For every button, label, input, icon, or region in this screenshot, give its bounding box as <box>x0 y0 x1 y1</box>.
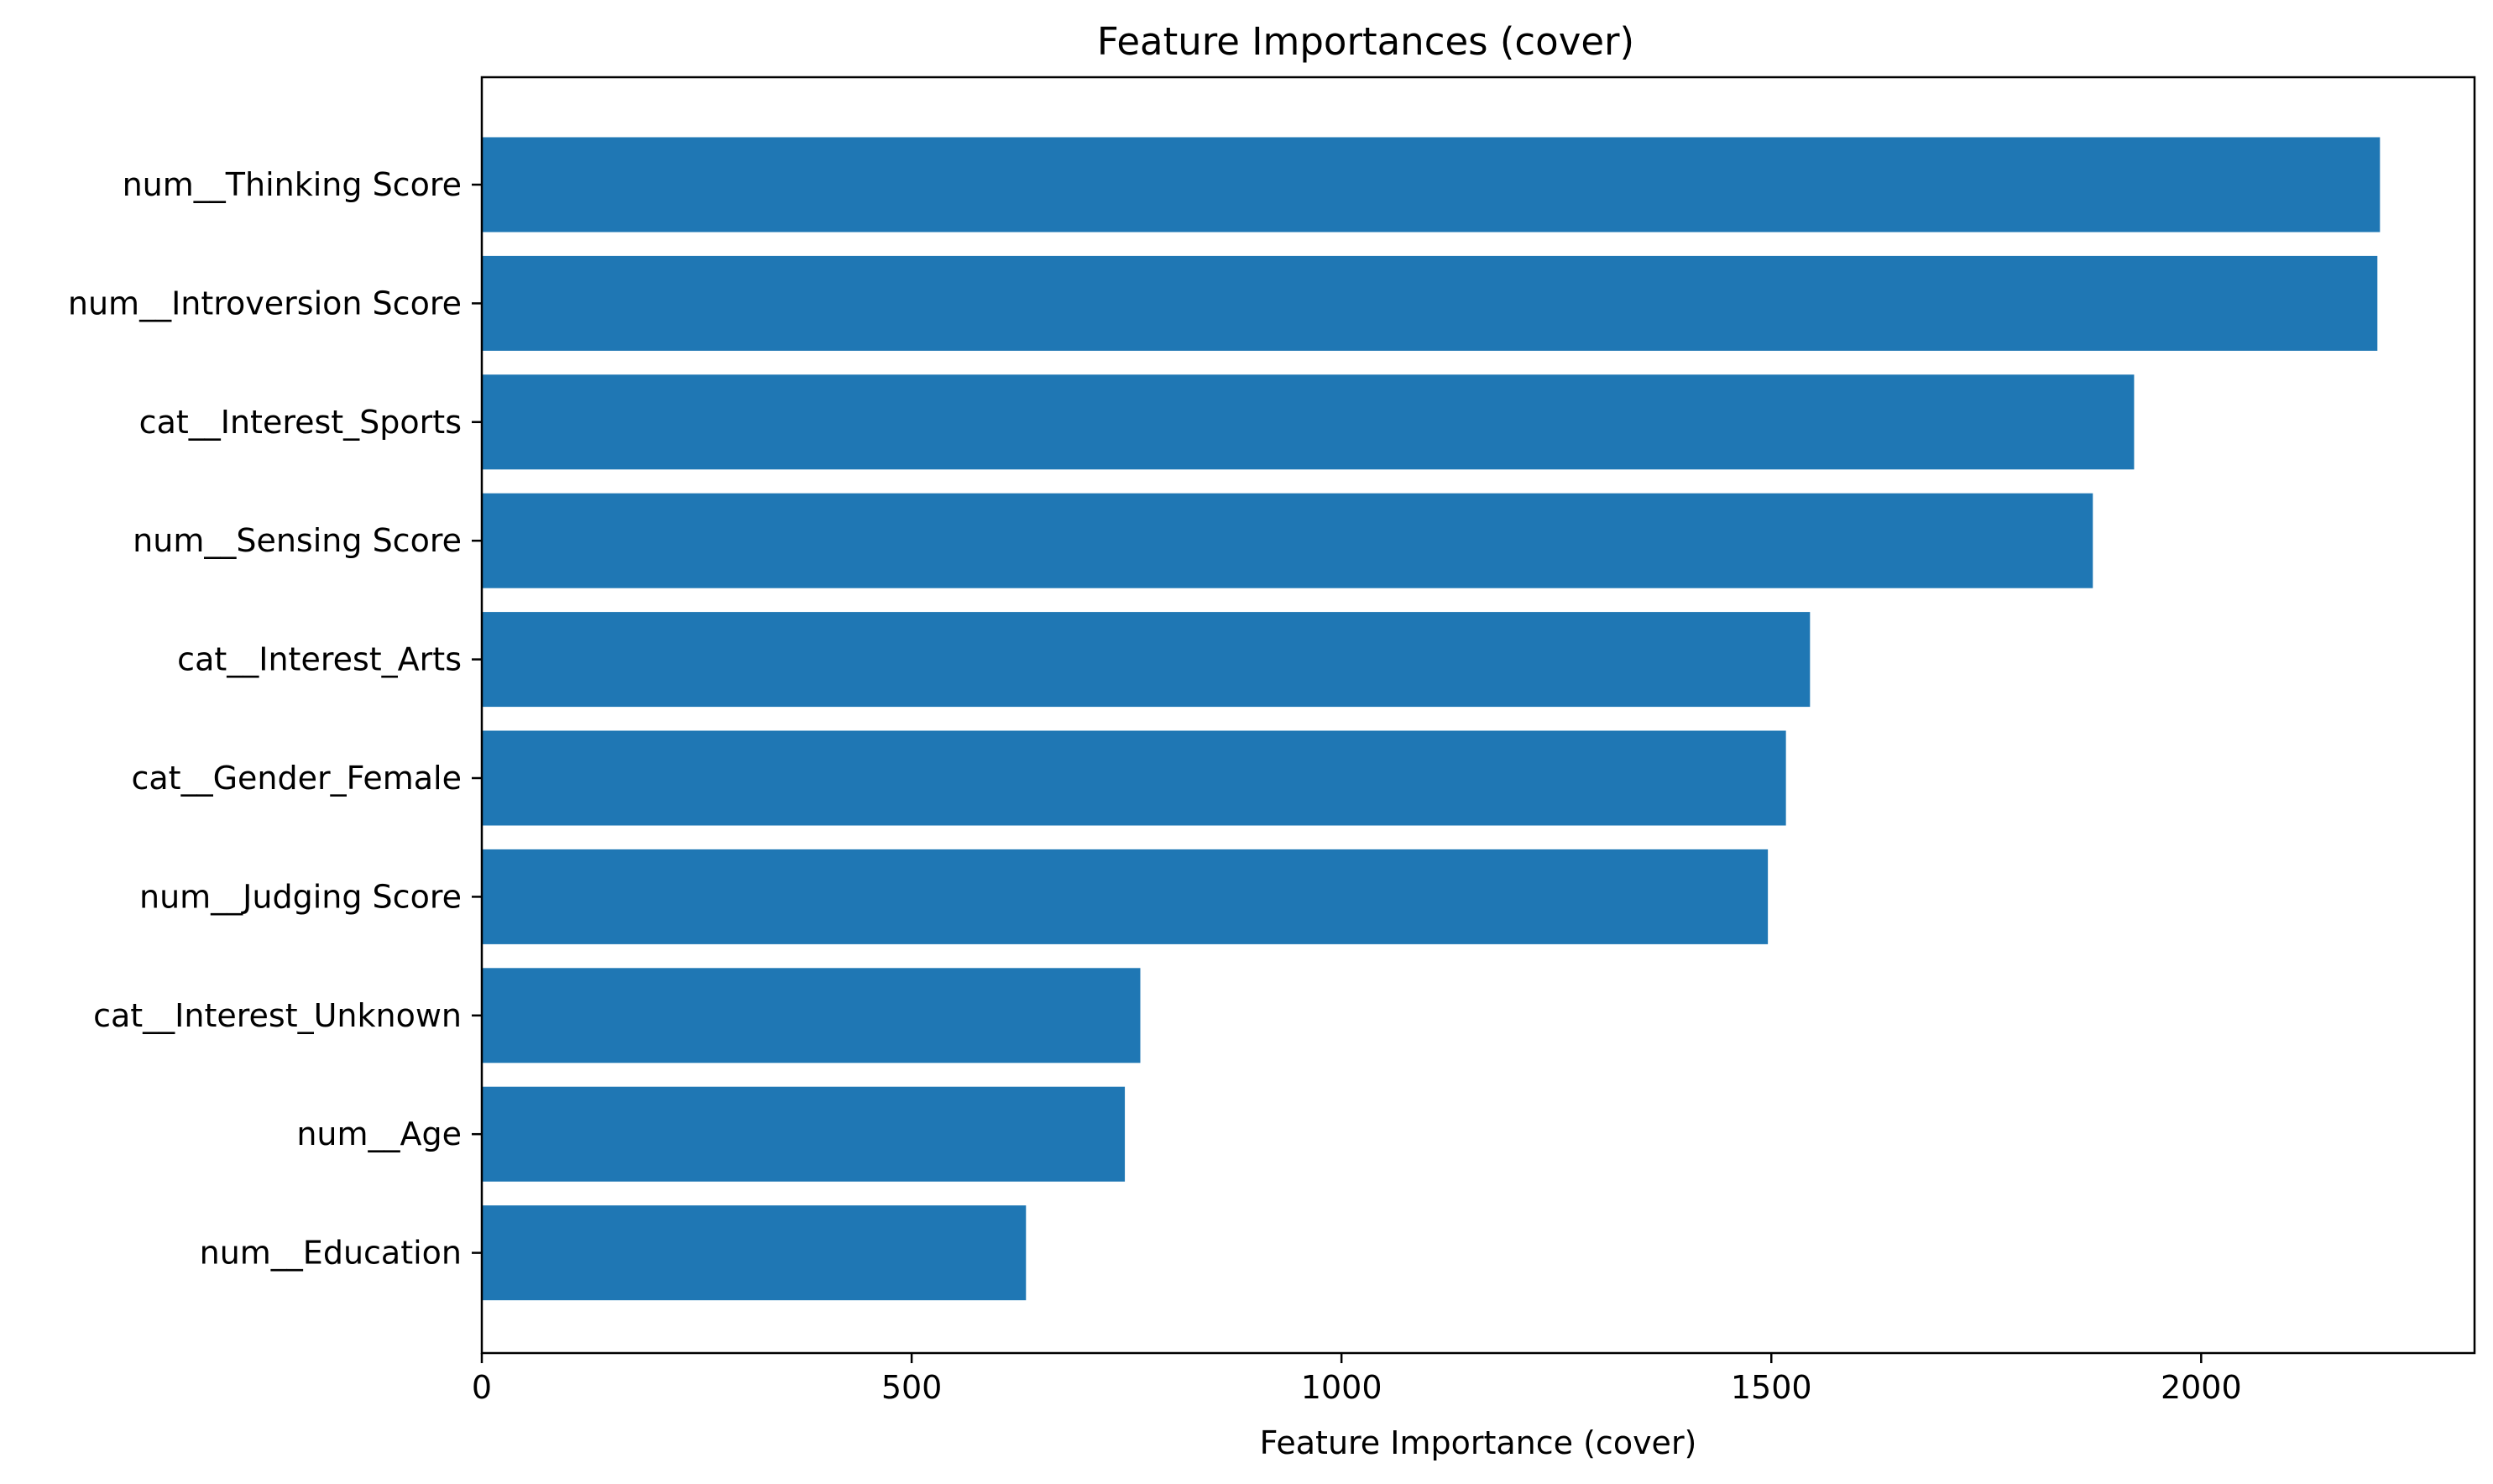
bar <box>482 255 2378 351</box>
bar <box>482 137 2381 233</box>
bar <box>482 1086 1126 1182</box>
x-tick-label: 0 <box>472 1369 492 1406</box>
bar <box>482 968 1141 1063</box>
y-tick-label: num__Sensing Score <box>133 522 462 559</box>
x-axis-label: Feature Importance (cover) <box>1260 1424 1697 1461</box>
x-axis-ticks: 0 500 1000 1500 2000 <box>472 1353 2242 1406</box>
bar <box>482 374 2135 470</box>
y-tick-label: cat__Gender_Female <box>131 760 462 797</box>
bar <box>482 730 1786 826</box>
x-tick-label: 500 <box>881 1369 943 1406</box>
bar <box>482 849 1769 944</box>
chart-title: Feature Importances (cover) <box>1097 19 1634 64</box>
bar-group <box>482 137 2381 1301</box>
x-tick-label: 2000 <box>2161 1369 2242 1406</box>
y-tick-label: cat__Interest_Sports <box>139 404 462 441</box>
y-tick-label: num__Age <box>296 1116 462 1152</box>
y-tick-label: num__Education <box>200 1235 462 1272</box>
plot-frame <box>480 76 2476 1355</box>
x-tick-label: 1000 <box>1301 1369 1382 1406</box>
bar <box>482 1205 1027 1301</box>
y-tick-label: num__Introversion Score <box>68 285 462 321</box>
y-tick-label: num__Thinking Score <box>123 166 462 203</box>
bar <box>482 493 2093 588</box>
x-tick-label: 1500 <box>1731 1369 1812 1406</box>
y-tick-label: cat__Interest_Unknown <box>93 997 462 1034</box>
bar <box>482 612 1811 708</box>
y-tick-label: cat__Interest_Arts <box>177 641 462 678</box>
y-axis-ticks: num__Thinking Score num__Introversion Sco… <box>68 166 482 1272</box>
y-tick-label: num__Judging Score <box>139 878 462 915</box>
